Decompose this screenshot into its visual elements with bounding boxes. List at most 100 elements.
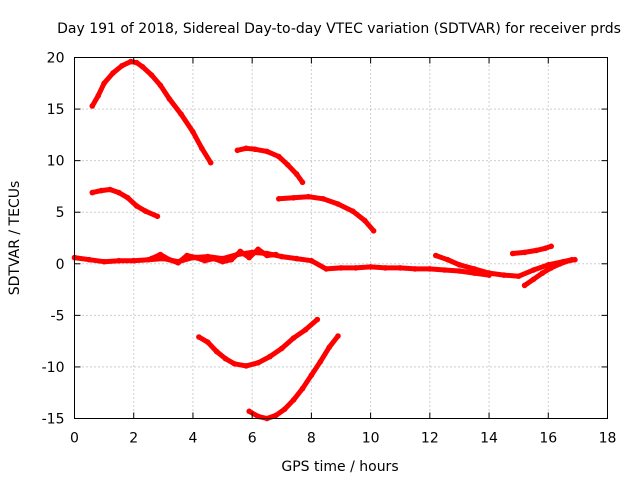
data-point	[95, 92, 101, 99]
data-point	[367, 264, 374, 270]
x-tick-label: 6	[248, 431, 257, 447]
data-point	[273, 251, 279, 258]
data-point	[243, 363, 249, 369]
data-point	[237, 248, 244, 255]
data-point	[308, 372, 315, 379]
x-tick-label: 18	[599, 431, 617, 447]
data-point	[98, 187, 104, 194]
data-point	[572, 256, 578, 263]
x-tick-label: 2	[129, 431, 138, 447]
data-point	[133, 59, 140, 66]
data-point	[207, 159, 214, 166]
data-point	[471, 266, 478, 272]
y-tick-label: 0	[56, 257, 65, 273]
data-point	[353, 265, 359, 271]
data-point	[335, 333, 341, 339]
data-point	[530, 267, 537, 273]
data-point	[335, 201, 341, 207]
data-point	[107, 186, 113, 193]
data-point	[501, 272, 507, 278]
data-point	[101, 258, 107, 265]
data-point	[139, 64, 146, 70]
data-point	[157, 82, 164, 89]
data-point	[213, 348, 220, 355]
data-series-3	[234, 145, 305, 185]
x-tick-label: 4	[188, 431, 197, 447]
data-point	[255, 360, 261, 366]
data-point	[86, 256, 93, 263]
data-point	[284, 162, 291, 168]
data-point	[89, 189, 96, 196]
data-point	[255, 246, 261, 253]
data-point	[397, 265, 404, 271]
data-point	[110, 70, 116, 76]
data-point	[338, 265, 344, 271]
data-point	[539, 270, 546, 276]
data-point	[190, 129, 196, 135]
y-tick-label: -5	[51, 308, 65, 324]
data-point	[533, 247, 540, 254]
data-point	[193, 254, 199, 261]
data-point	[246, 408, 252, 415]
data-point	[444, 256, 451, 263]
data-point	[101, 80, 107, 87]
data-point	[154, 213, 161, 220]
data-point	[299, 179, 306, 186]
data-point	[548, 265, 554, 271]
data-point	[157, 251, 164, 258]
data-point	[228, 256, 235, 263]
data-point	[314, 316, 321, 323]
y-tick-label: 20	[47, 51, 65, 67]
data-point	[243, 145, 249, 152]
data-point	[320, 196, 327, 202]
x-axis-label: GPS time / hours	[281, 459, 398, 475]
x-tick-label: 16	[539, 431, 557, 447]
data-point	[530, 276, 537, 283]
data-point	[433, 252, 439, 259]
data-point	[116, 189, 122, 196]
ticks: 0 2 4 6 8 10 12 14 16 18 20 15 10 5 0 -5 -10 -15	[42, 51, 617, 447]
data-point	[290, 335, 297, 341]
x-tick-label: 0	[70, 431, 79, 447]
data-point	[456, 262, 463, 268]
data-point	[281, 406, 288, 413]
data-point	[273, 412, 279, 419]
data-point	[148, 72, 155, 78]
data-point	[222, 355, 229, 362]
data-point	[350, 208, 356, 214]
data-point	[542, 245, 549, 252]
data-point	[521, 282, 528, 289]
y-tick-label: 10	[47, 154, 65, 170]
data-point	[412, 266, 418, 272]
data-point	[210, 255, 217, 262]
data-point	[323, 266, 330, 272]
data-point	[264, 252, 270, 259]
data-point	[521, 249, 528, 256]
y-axis-label: SDTVAR / TECUs	[7, 181, 23, 296]
data-point	[231, 361, 238, 367]
data-point	[130, 257, 137, 264]
data-point	[302, 327, 309, 333]
data-point	[125, 195, 131, 201]
data-point	[276, 153, 282, 160]
series-layer	[71, 58, 578, 422]
data-point	[456, 268, 463, 274]
data-point	[142, 208, 149, 214]
data-point	[202, 257, 208, 264]
data-point	[178, 111, 184, 117]
data-point	[264, 148, 270, 155]
data-point	[255, 413, 261, 420]
chart-title: Day 191 of 2018, Sidereal Day-to-day VTE…	[57, 21, 621, 37]
data-point	[486, 272, 492, 278]
data-point	[166, 96, 173, 102]
data-point	[196, 334, 202, 340]
data-point	[89, 103, 96, 109]
data-point	[175, 260, 181, 266]
data-point	[279, 345, 285, 352]
data-point	[427, 266, 433, 272]
data-point	[305, 193, 312, 200]
y-tick-label: 5	[56, 205, 65, 221]
data-point	[279, 253, 285, 260]
y-tick-label: -10	[42, 360, 65, 376]
